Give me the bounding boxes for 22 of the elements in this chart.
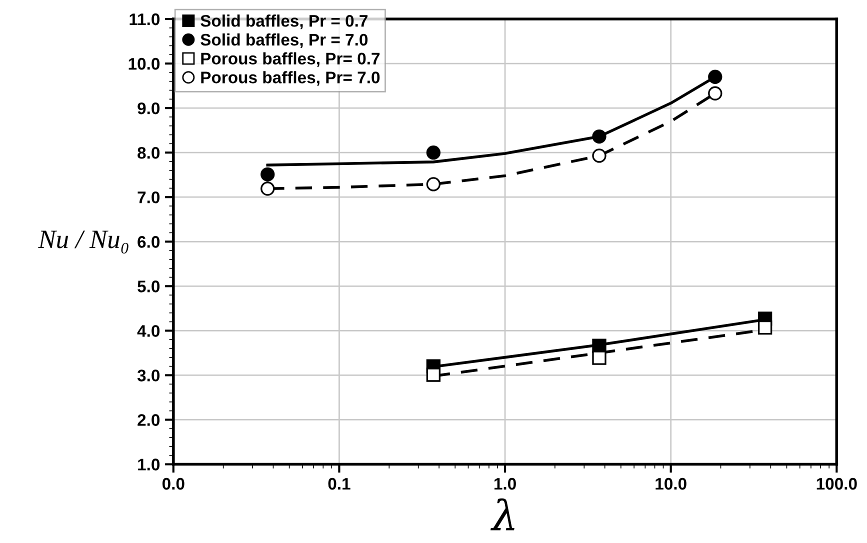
x-tick-label: 100.0 xyxy=(816,478,857,490)
legend-label: Solid baffles, Pr = 0.7 xyxy=(200,14,368,30)
y-tick-label: 7.0 xyxy=(138,192,160,204)
y-tick-label: 9.0 xyxy=(138,102,160,114)
legend-label: Solid baffles, Pr = 7.0 xyxy=(200,33,368,48)
y-tick-label: 10.0 xyxy=(128,58,160,70)
y-tick-label: 6.0 xyxy=(138,236,160,248)
x-tick-label: 0.0 xyxy=(162,478,184,490)
y-axis-title: Nu / Nu₀ xyxy=(38,230,128,254)
y-tick-label: 1.0 xyxy=(138,458,160,470)
y-tick-label: 2.0 xyxy=(138,414,160,426)
y-tick-label: 8.0 xyxy=(138,146,160,159)
y-tick-label: 3.0 xyxy=(137,370,160,382)
y-tick-label: 11.0 xyxy=(130,13,160,26)
x-axis-title: λ xyxy=(490,498,514,530)
x-tick-label: 10.0 xyxy=(656,478,686,490)
legend-label: Porous baffles, Pr= 7.0 xyxy=(201,71,380,86)
y-tick-label: 5.0 xyxy=(138,280,160,292)
x-tick-label: 0.1 xyxy=(328,478,350,490)
legend-label: Porous baffles, Pr= 0.7 xyxy=(201,52,380,67)
x-tick-label: 1.0 xyxy=(494,478,516,490)
y-tick-label: 4.0 xyxy=(137,325,160,337)
